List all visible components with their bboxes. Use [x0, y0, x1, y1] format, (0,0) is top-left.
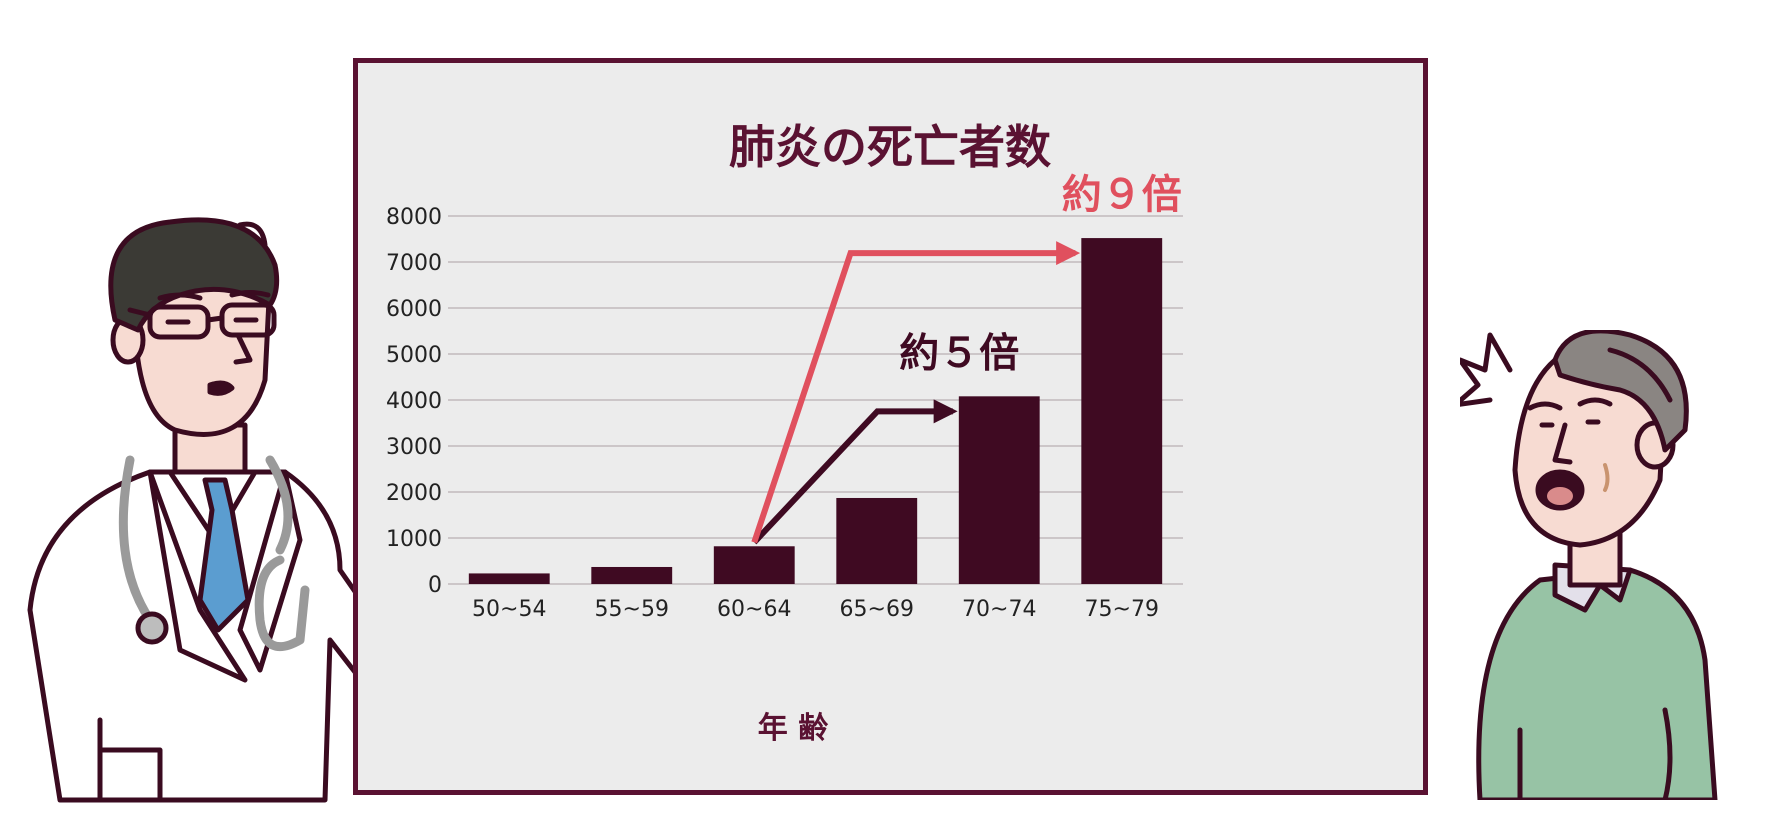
annotation-label: 約９倍: [1062, 172, 1182, 218]
chart-title: 肺炎の死亡者数: [729, 120, 1051, 174]
bar-60~64: [713, 546, 795, 584]
annotation-label: 約５倍: [899, 330, 1019, 376]
y-tick-label: 6000: [386, 297, 442, 322]
annotation-arrow: [751, 241, 1081, 544]
bar-50~54: [468, 573, 550, 584]
bar-70~74: [958, 396, 1040, 584]
y-tick-label: 5000: [386, 343, 442, 368]
gridlines: [448, 215, 1183, 585]
x-tick-label: 65~69: [840, 597, 914, 622]
bar-75~79: [1081, 238, 1163, 584]
x-axis-label: 年 齢: [758, 711, 828, 746]
patient-illustration: [1460, 330, 1718, 800]
x-tick-label: 70~74: [962, 597, 1036, 622]
y-tick-label: 8000: [386, 205, 442, 230]
x-tick-label: 50~54: [472, 597, 546, 622]
y-tick-label: 1000: [386, 527, 442, 552]
x-tick-label: 55~59: [595, 597, 669, 622]
y-tick-label: 7000: [386, 251, 442, 276]
doctor-illustration: [27, 217, 494, 803]
y-tick-label: 4000: [386, 389, 442, 414]
bars: [468, 238, 1163, 584]
bar-65~69: [836, 497, 918, 584]
y-tick-label: 0: [428, 573, 442, 598]
x-tick-label: 60~64: [717, 597, 791, 622]
growth-arrows: 約５倍 約９倍: [751, 172, 1182, 545]
bar-chart: 肺炎の死亡者数 0 1000 2000 3000 4000 5000 6000 7000 800…: [386, 120, 1183, 746]
x-axis-ticks: 50~54 55~59 60~64 65~69 70~74 75~79: [472, 597, 1159, 622]
x-tick-label: 75~79: [1085, 597, 1159, 622]
patient-body: [1460, 330, 1718, 800]
doctor-body: [27, 217, 494, 803]
y-tick-label: 2000: [386, 481, 442, 506]
chart-board: 肺炎の死亡者数 0 1000 2000 3000 4000 5000 6000 7000 800…: [353, 58, 1428, 795]
annotation-arrow: [752, 399, 958, 545]
y-tick-label: 3000: [386, 435, 442, 460]
y-axis-ticks: 0 1000 2000 3000 4000 5000 6000 7000 8000: [386, 205, 442, 598]
bar-55~59: [591, 566, 673, 584]
